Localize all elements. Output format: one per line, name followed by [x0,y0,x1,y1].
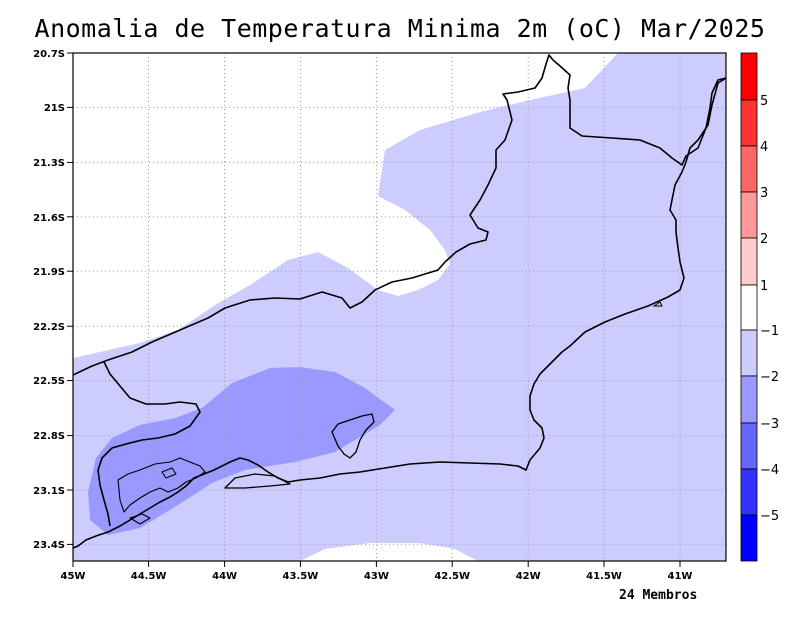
lake-outline [652,301,663,307]
colorbar-swatch [740,468,758,516]
colorbar-label: 5 [760,94,768,109]
map-title: Anomalia de Temperatura Minima 2m (oC) M… [34,14,766,43]
lat-tick-label: 22.8S [33,431,65,442]
map-plot-area [73,53,726,561]
lat-tick-label: 22.5S [33,376,65,387]
sepetiba-outline [224,473,291,489]
colorbar-swatch [740,191,758,239]
lat-tick-label: 20.7S [33,49,65,60]
colorbar-swatch [740,145,758,193]
colorbar-label: −1 [760,324,779,339]
colorbar-label: −5 [760,509,779,524]
colorbar-swatch [740,375,758,424]
islands-outline [117,457,206,525]
lon-tick-label: 45W [61,571,86,582]
colorbar-swatch [740,422,758,470]
lat-tick-label: 21.6S [33,213,65,224]
lat-tick-label: 21.9S [33,267,65,278]
map-grid [73,53,726,561]
tick-marks [67,52,681,567]
colorbar-label: 1 [760,279,768,294]
colorbar-label: −4 [760,463,779,478]
colorbar-label: 2 [760,232,768,247]
bay-outline [331,413,375,459]
lon-tick-label: 41W [668,571,693,582]
colorbar-label: −2 [760,370,779,385]
colorbar-label: 3 [760,186,768,201]
colorbar-swatch [740,237,758,286]
lon-tick-labels: 45W 44.5W 44W 43.5W 43W 42.5W 42W 41.5W … [61,571,693,582]
lon-tick-label: 41.5W [586,571,622,582]
state-border-line [73,54,726,376]
plot-frame [72,52,727,562]
colorbar: 5 4 3 2 1 −1 −2 −3 −4 −5 [740,52,779,562]
lon-tick-label: 42.5W [434,571,470,582]
lon-tick-label: 44.5W [131,571,167,582]
colorbar-swatch [740,99,758,147]
colorbar-label: 4 [760,140,768,155]
coastline [73,77,726,549]
colorbar-label: −3 [760,417,779,432]
inner-border-line [97,361,201,527]
lon-tick-label: 44W [212,571,237,582]
colorbar-swatch [740,52,758,101]
lat-tick-label: 22.2S [33,322,65,333]
lon-tick-label: 43.5W [283,571,319,582]
ensemble-members-note: 24 Membros [619,588,698,603]
lat-tick-labels: 20.7S 21S 21.3S 21.6S 21.9S 22.2S 22.5S … [33,49,65,551]
lat-tick-label: 21.3S [33,158,65,169]
lat-tick-label: 23.4S [33,540,65,551]
lat-tick-label: 23.1S [33,486,65,497]
colorbar-swatch [740,284,758,331]
lon-tick-label: 42W [516,571,541,582]
colorbar-swatch [740,514,758,562]
lon-tick-label: 43W [364,571,389,582]
colorbar-swatch [740,329,758,377]
anomaly-region-medium [88,367,395,535]
lat-tick-label: 21S [44,103,65,114]
